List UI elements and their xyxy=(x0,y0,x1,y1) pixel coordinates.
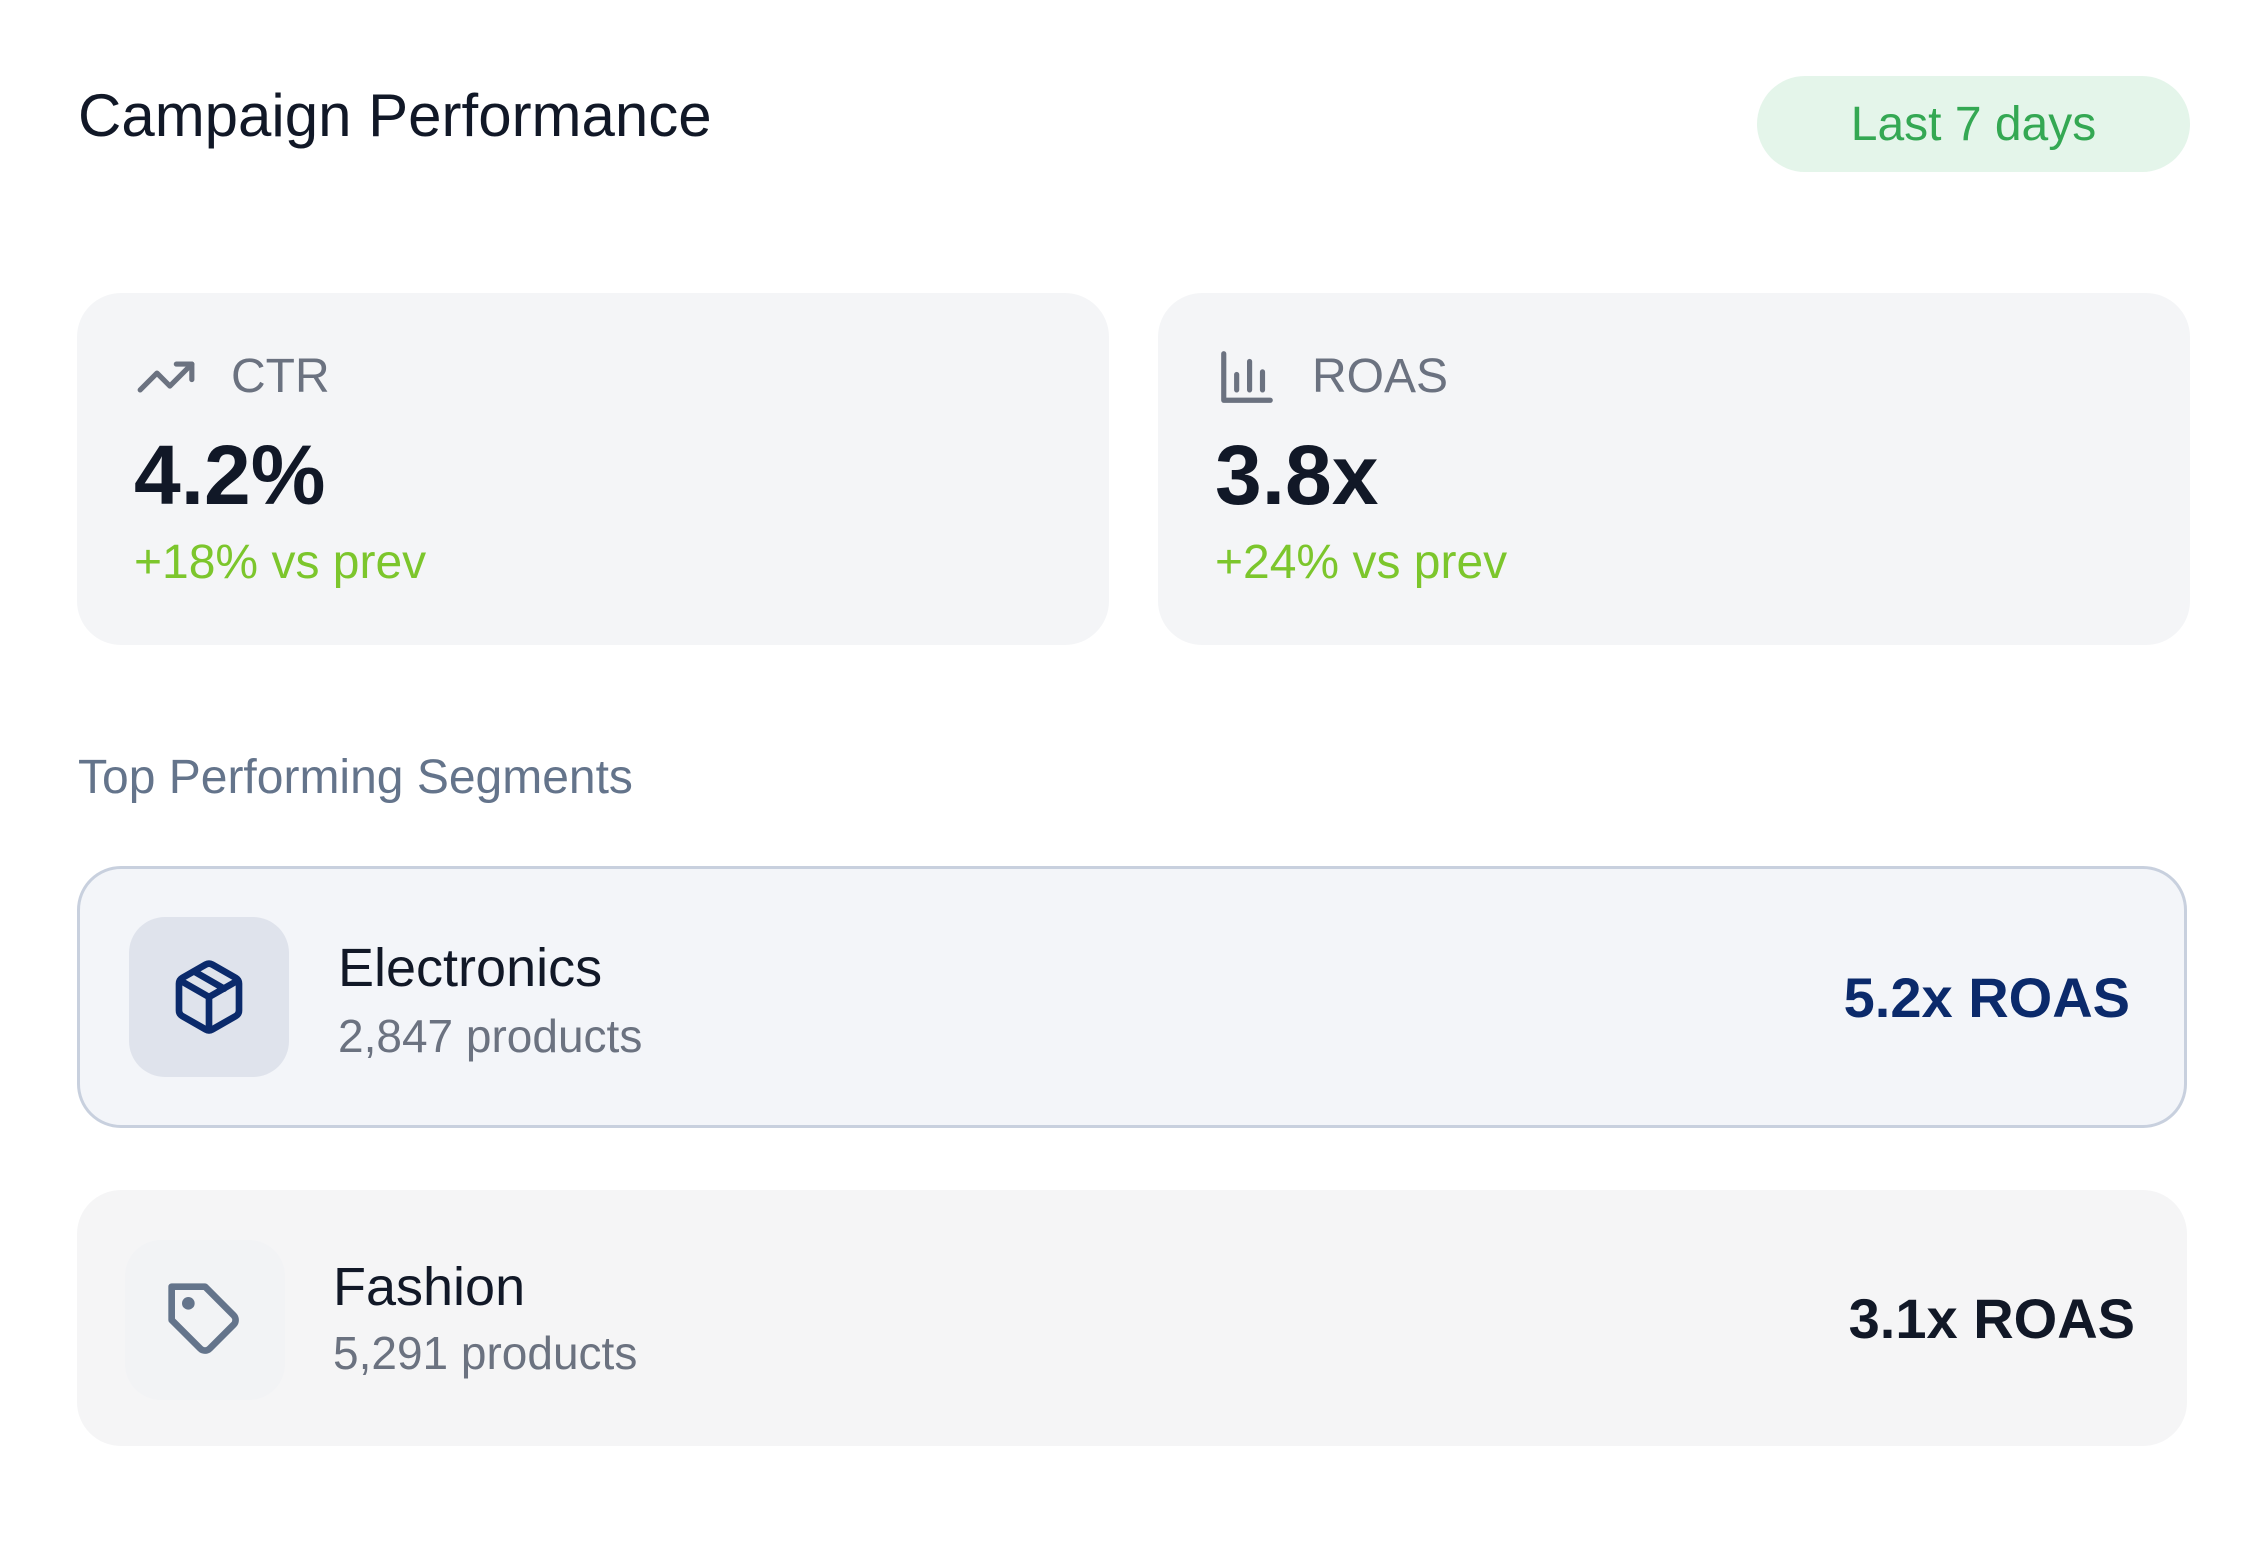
metric-value: 3.8x xyxy=(1215,428,1379,522)
segment-name: Electronics xyxy=(338,938,603,998)
segment-roas: 5.2x ROAS xyxy=(1843,966,2130,1029)
trending-up-icon xyxy=(135,346,197,408)
date-range-label: Last 7 days xyxy=(1850,97,2097,151)
tag-icon xyxy=(165,1280,245,1360)
bar-chart-icon xyxy=(1216,346,1278,408)
package-icon xyxy=(169,957,249,1037)
metric-label: ROAS xyxy=(1312,350,1449,403)
segment-item-fashion[interactable]: Fashion 5,291 products 3.1x ROAS xyxy=(77,1190,2187,1446)
metric-delta: +18% vs prev xyxy=(134,536,427,589)
segment-product-count: 2,847 products xyxy=(338,1010,643,1062)
segment-icon-tile xyxy=(129,917,289,1077)
segments-section-title: Top Performing Segments xyxy=(78,751,633,804)
ctr-metric-card: CTR 4.2% +18% vs prev xyxy=(77,293,1109,645)
roas-metric-card: ROAS 3.8x +24% vs prev xyxy=(1158,293,2190,645)
date-range-button[interactable]: Last 7 days xyxy=(1757,76,2190,172)
metric-header: ROAS xyxy=(1216,345,1448,409)
metric-value: 4.2% xyxy=(134,428,326,522)
page-title: Campaign Performance xyxy=(78,82,712,149)
segment-product-count: 5,291 products xyxy=(333,1327,638,1379)
metric-header: CTR xyxy=(135,345,330,409)
metric-label: CTR xyxy=(231,350,330,403)
segment-roas: 3.1x ROAS xyxy=(1848,1287,2135,1350)
segment-item-electronics[interactable]: Electronics 2,847 products 5.2x ROAS xyxy=(77,866,2187,1128)
segment-icon-tile xyxy=(125,1240,285,1400)
segment-name: Fashion xyxy=(333,1257,526,1317)
metric-delta: +24% vs prev xyxy=(1215,536,1508,589)
